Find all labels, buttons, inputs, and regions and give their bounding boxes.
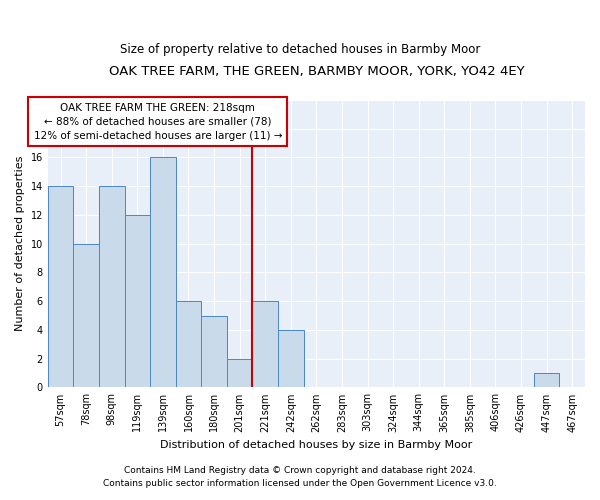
Bar — [201, 316, 227, 388]
Bar — [73, 244, 99, 388]
Bar — [48, 186, 73, 388]
Bar — [534, 373, 559, 388]
Bar — [253, 301, 278, 388]
Text: Size of property relative to detached houses in Barmby Moor: Size of property relative to detached ho… — [120, 42, 480, 56]
Title: OAK TREE FARM, THE GREEN, BARMBY MOOR, YORK, YO42 4EY: OAK TREE FARM, THE GREEN, BARMBY MOOR, Y… — [109, 65, 524, 78]
Bar — [150, 158, 176, 388]
Text: OAK TREE FARM THE GREEN: 218sqm
← 88% of detached houses are smaller (78)
12% of: OAK TREE FARM THE GREEN: 218sqm ← 88% of… — [34, 102, 282, 141]
Bar — [99, 186, 125, 388]
X-axis label: Distribution of detached houses by size in Barmby Moor: Distribution of detached houses by size … — [160, 440, 473, 450]
Bar — [227, 358, 253, 388]
Text: Contains HM Land Registry data © Crown copyright and database right 2024.
Contai: Contains HM Land Registry data © Crown c… — [103, 466, 497, 487]
Bar — [125, 215, 150, 388]
Y-axis label: Number of detached properties: Number of detached properties — [15, 156, 25, 332]
Bar — [278, 330, 304, 388]
Bar — [176, 301, 201, 388]
